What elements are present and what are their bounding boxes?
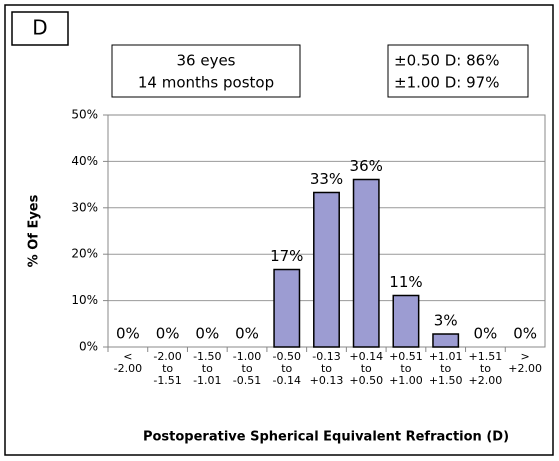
annotation: 36 eyes xyxy=(176,52,235,70)
x-tick-line: to xyxy=(162,362,173,375)
x-tick-label: +1.51 to +2.00 xyxy=(469,350,503,387)
value-label: 0% xyxy=(116,325,140,343)
x-tick-line: +2.00 xyxy=(508,362,542,375)
x-tick-line: -0.50 xyxy=(273,350,301,363)
x-tick-line: -2.00 xyxy=(114,362,142,375)
x-tick-line: -1.01 xyxy=(193,374,221,387)
annotation: ±0.50 D: 86% xyxy=(394,52,499,70)
x-tick-line: -0.13 xyxy=(312,350,340,363)
bar xyxy=(432,333,460,348)
x-tick-line: -1.50 xyxy=(193,350,221,363)
x-tick-label: +0.51 to +1.00 xyxy=(389,350,423,387)
value-label: 0% xyxy=(156,325,180,343)
x-tick-line: to xyxy=(440,362,451,375)
x-tick-label: +0.14 to +0.50 xyxy=(349,350,383,387)
panel-box xyxy=(11,11,69,46)
value-label: 0% xyxy=(235,325,259,343)
value-label: 0% xyxy=(513,325,537,343)
annotation: ±1.00 D: 97% xyxy=(394,74,499,92)
x-tick-line: -1.51 xyxy=(153,374,181,387)
x-tick-label: -0.50 to -0.14 xyxy=(273,350,301,387)
bar xyxy=(392,294,420,348)
x-tick-line: to xyxy=(400,362,411,375)
y-tick-label: 40% xyxy=(71,154,98,168)
annotation: 14 months postop xyxy=(138,74,274,92)
x-tick-line: +1.01 xyxy=(429,350,463,363)
y-tick-label: 50% xyxy=(71,108,98,122)
value-label: 0% xyxy=(474,325,498,343)
x-tick-label: -0.13 to +0.13 xyxy=(310,350,344,387)
bar xyxy=(352,178,380,348)
x-tick-line: -2.00 xyxy=(153,350,181,363)
y-tick-label: 20% xyxy=(71,247,98,261)
value-label: 3% xyxy=(434,312,458,330)
x-tick-label: > +2.00 xyxy=(508,350,542,375)
x-tick-line: to xyxy=(321,362,332,375)
y-axis-label: % Of Eyes xyxy=(27,194,42,267)
x-tick-line: +2.00 xyxy=(469,374,503,387)
x-tick-line: < xyxy=(123,350,132,363)
value-label: 0% xyxy=(195,325,219,343)
x-tick-line: to xyxy=(480,362,491,375)
y-tick-label: 0% xyxy=(79,340,98,354)
x-tick-line: +0.13 xyxy=(310,374,344,387)
x-tick-line: to xyxy=(281,362,292,375)
x-tick-label: -1.00 to -0.51 xyxy=(233,350,261,387)
x-tick-line: -0.14 xyxy=(273,374,301,387)
x-tick-line: +1.00 xyxy=(389,374,423,387)
value-label: 36% xyxy=(350,157,383,175)
x-tick-line: +1.51 xyxy=(469,350,503,363)
value-label: 11% xyxy=(389,273,422,291)
x-tick-label: +1.01 to +1.50 xyxy=(429,350,463,387)
annotation-box xyxy=(387,44,529,98)
annotation-box xyxy=(111,44,301,98)
x-tick-line: to xyxy=(202,362,213,375)
x-tick-line: to xyxy=(242,362,253,375)
y-tick-label: 30% xyxy=(71,200,98,214)
x-tick-line: -1.00 xyxy=(233,350,261,363)
x-tick-line: +1.50 xyxy=(429,374,463,387)
x-tick-label: -2.00 to -1.51 xyxy=(153,350,181,387)
bar xyxy=(273,268,301,348)
value-label: 33% xyxy=(310,170,343,188)
x-tick-line: -0.51 xyxy=(233,374,261,387)
panel-label: D xyxy=(32,16,47,40)
bar xyxy=(313,191,340,348)
x-tick-line: > xyxy=(521,350,530,363)
x-tick-label: < -2.00 xyxy=(114,350,142,375)
x-tick-line: to xyxy=(361,362,372,375)
x-tick-line: +0.14 xyxy=(349,350,383,363)
x-tick-label: -1.50 to -1.01 xyxy=(193,350,221,387)
x-tick-line: +0.50 xyxy=(349,374,383,387)
x-tick-line: +0.51 xyxy=(389,350,423,363)
x-axis-label: Postoperative Spherical Equivalent Refra… xyxy=(143,430,509,445)
value-label: 17% xyxy=(270,247,303,265)
y-tick-label: 10% xyxy=(71,293,98,307)
